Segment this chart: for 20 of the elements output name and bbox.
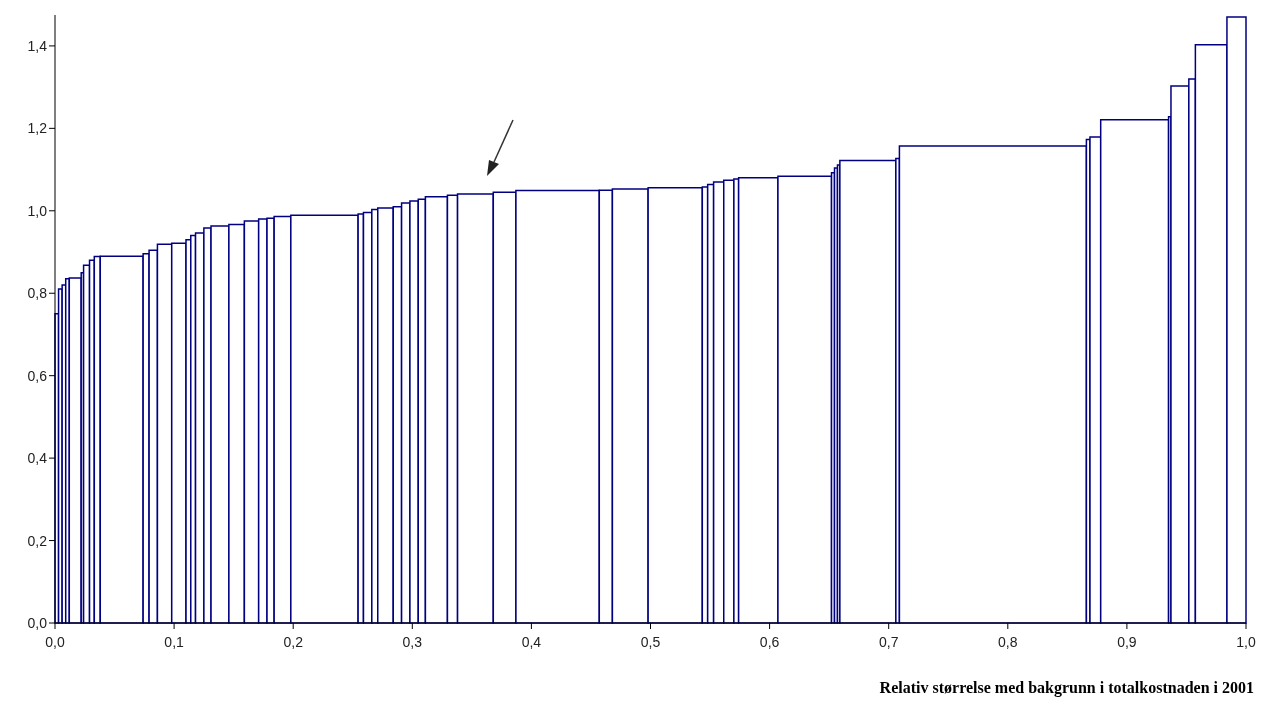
x-tick-label: 0,9 [1117, 633, 1137, 650]
y-tick-label: 1,0 [27, 202, 48, 219]
x-axis-title: Relativ størrelse med bakgrunn i totalkostnaden i 2001 [879, 679, 1254, 697]
x-tick-label: 0,1 [164, 633, 185, 650]
x-tick-label: 0,8 [998, 633, 1018, 650]
x-tick-label: 0,0 [45, 633, 65, 650]
y-tick-label: 0,2 [27, 532, 48, 549]
y-tick-label: 0,0 [27, 614, 48, 631]
y-tick-label: 0,4 [27, 450, 48, 467]
x-tick-label: 0,7 [878, 633, 899, 650]
x-tick-label: 0,4 [521, 633, 542, 650]
x-tick-label: 0,6 [759, 633, 780, 650]
y-tick-label: 0,6 [27, 367, 48, 384]
x-tick-label: 0,2 [283, 633, 304, 650]
y-tick-label: 1,2 [27, 120, 48, 137]
x-tick-label: 0,5 [640, 633, 661, 650]
y-tick-label: 1,4 [27, 37, 48, 54]
y-tick-label: 0,8 [27, 285, 48, 302]
x-tick-label: 1,0 [1236, 633, 1256, 650]
x-tick-label: 0,3 [402, 633, 423, 650]
